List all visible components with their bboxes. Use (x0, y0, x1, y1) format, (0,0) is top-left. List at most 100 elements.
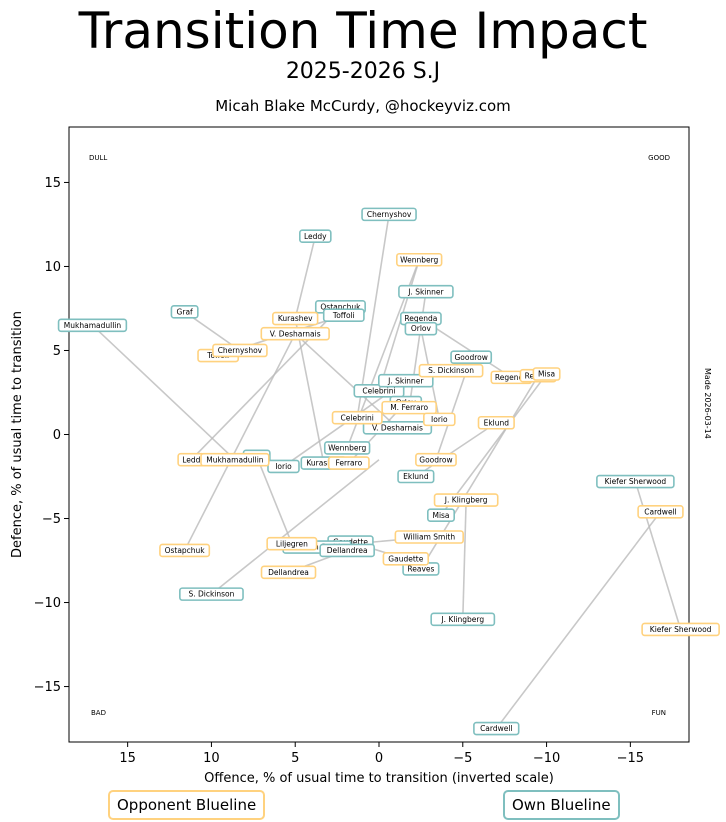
own-point-box (322, 308, 365, 322)
own-point-label: Goodrow (454, 353, 487, 362)
own-point-label: V. Desharnais (372, 423, 423, 432)
opponent-point-box (394, 530, 464, 544)
own-point-box (319, 543, 375, 558)
own-point-label: S. Dickinson (188, 590, 234, 599)
opponent-point-label: Ostapchuk (165, 546, 206, 555)
opponent-point-box (532, 367, 561, 381)
connector-line (183, 333, 296, 551)
own-point-box (362, 420, 433, 435)
own-point-label: Eklund (403, 472, 429, 481)
x-tick-label: −10 (533, 751, 560, 766)
own-point-box (596, 474, 675, 489)
opponent-point-label: Wennberg (400, 255, 438, 264)
x-tick-label: −5 (453, 751, 472, 766)
own-point-label: Toffoli (332, 311, 355, 320)
own-point-box (378, 373, 434, 388)
opponent-point-box (266, 536, 318, 551)
own-point-box (426, 508, 455, 522)
own-point-box (179, 587, 244, 601)
own-point-box (170, 305, 199, 319)
own-point-box (57, 318, 128, 333)
opponent-point-box (433, 493, 499, 507)
own-point-label: Cardwell (480, 724, 512, 733)
connector-line (634, 481, 682, 630)
corner-label-dull: DULL (89, 154, 107, 162)
own-point-box (398, 284, 454, 299)
opponent-point-box (200, 452, 270, 467)
own-point-label: Regenda (404, 314, 437, 323)
opponent-point-box (382, 552, 430, 566)
connector-line (415, 422, 497, 478)
opponent-point-label: Eklund (484, 418, 510, 427)
own-point-label: J. Klingberg (440, 615, 484, 624)
own-point-label: Celebrini (362, 386, 395, 395)
corner-label-good: GOOD (648, 154, 670, 162)
opponent-point-box (637, 504, 684, 519)
opponent-point-box (641, 622, 720, 637)
opponent-point-label: Gaudette (388, 554, 423, 563)
own-point-box (361, 207, 417, 222)
opponent-point-label: Misa (538, 370, 555, 379)
chart-byline: Micah Blake McCurdy, @hockeyviz.com (215, 97, 511, 115)
opponent-point-box (260, 326, 330, 341)
x-tick-label: 5 (291, 751, 299, 766)
connector-line (356, 214, 390, 418)
corner-label-bad: BAD (91, 709, 106, 717)
connector-line (440, 373, 548, 516)
own-point-label: Reaves (407, 565, 434, 574)
legend-own-blueline: Own Blueline (503, 790, 620, 820)
opponent-point-label: Ledd (182, 455, 200, 464)
legend-opponent-blueline: Opponent Blueline (108, 790, 266, 820)
own-point-label: Chernyshov (367, 210, 412, 219)
opponent-point-box (477, 415, 515, 430)
own-point-label: Kiefer Sherwood (605, 477, 667, 486)
x-tick-label: 15 (119, 751, 136, 766)
opponent-point-label: Kiefer Sherwood (650, 625, 712, 634)
y-tick-label: −15 (34, 680, 61, 695)
opponent-point-box (159, 543, 211, 558)
own-point-label: Graf (177, 307, 193, 316)
chart-title: Transition Time Impact (78, 2, 648, 60)
chart-subtitle: 2025-2026 S.J (285, 59, 441, 84)
opponent-point-box (415, 452, 457, 467)
opponent-point-label: Liljegren (276, 539, 308, 548)
opponent-point-box (396, 252, 443, 267)
opponent-point-label: Celebrini (341, 413, 374, 422)
opponent-point-box (331, 410, 383, 425)
own-point-box (267, 459, 300, 474)
x-tick-label: 10 (203, 751, 220, 766)
y-tick-label: 10 (44, 260, 61, 275)
y-axis-label: Defence, % of usual time to transition (10, 311, 25, 558)
connector-line (255, 456, 293, 545)
opponent-point-label: William Smith (403, 533, 455, 542)
opponent-point-label: Chernyshov (218, 346, 263, 355)
opponent-point-box (423, 412, 456, 427)
own-point-box (450, 350, 493, 365)
connector-line (294, 236, 317, 319)
own-point-label: Dellandrea (327, 546, 368, 555)
opponent-point-label: Mukhamadullin (206, 455, 264, 464)
own-point-label: Leddy (304, 232, 327, 241)
opponent-point-label: Ferraro (336, 459, 363, 468)
opponent-point-label: Regenda (495, 373, 528, 382)
connector-line (378, 259, 420, 392)
opponent-point-label: Iorio (431, 415, 448, 424)
opponent-point-label: Kurashev (278, 314, 313, 323)
x-axis-label: Offence, % of usual time to transition (… (204, 771, 554, 786)
made-date: Made 2026-03-14 (703, 368, 712, 439)
own-point-box (323, 441, 371, 455)
own-point-label: Mukhamadullin (64, 321, 122, 330)
own-point-box (299, 229, 332, 244)
own-point-box (430, 612, 496, 627)
connector-line (461, 500, 467, 620)
opponent-point-box (212, 343, 268, 358)
opponent-point-label: S. Dickinson (428, 366, 474, 375)
x-tick-label: −15 (617, 751, 644, 766)
own-point-label: Misa (432, 511, 449, 520)
own-point-label: Orlov (411, 324, 432, 333)
own-point-label: J. Skinner (387, 376, 424, 385)
own-point-label: Iorio (275, 462, 292, 471)
opponent-point-label: J. Klingberg (444, 496, 488, 505)
connector-line (408, 291, 427, 408)
